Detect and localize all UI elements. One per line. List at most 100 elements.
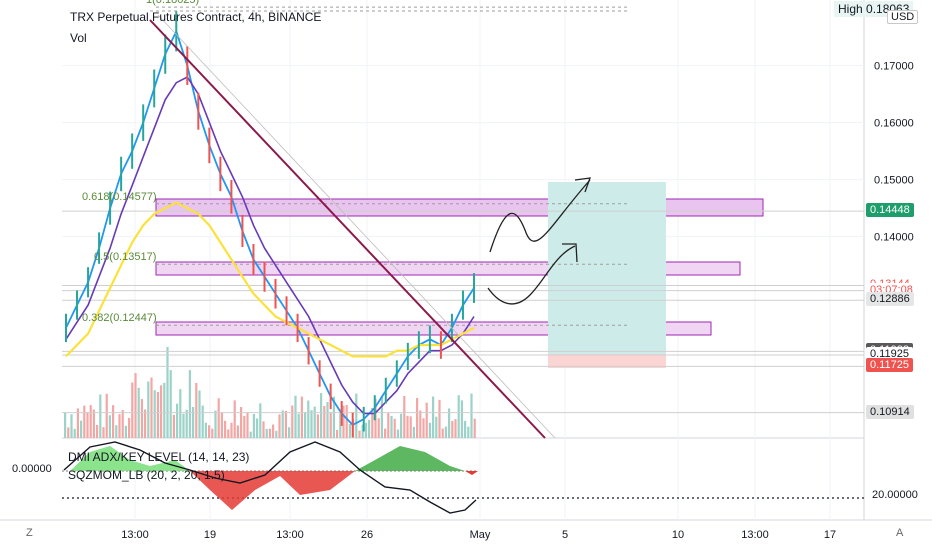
auto-scale-button[interactable]: A [896, 527, 904, 539]
volume-bar [227, 429, 230, 438]
volume-bar [473, 418, 476, 438]
indicator-line [65, 75, 475, 415]
volume-bar [163, 382, 166, 438]
trendline [149, 19, 546, 439]
volume-bar [80, 420, 83, 438]
price-tag: 0.11925 [866, 347, 913, 362]
volume-bar [342, 405, 345, 438]
indicator-pane [62, 441, 864, 514]
fib-label: 1(0.18025) [146, 0, 200, 7]
volume-bar [195, 382, 198, 438]
volume-bar [329, 411, 332, 438]
volume-bar [179, 389, 182, 438]
volume-bar [147, 381, 150, 438]
volume-bar [384, 428, 387, 438]
volume-bar [320, 393, 323, 438]
x-tick-label: 5 [562, 529, 568, 541]
volume-bar [444, 426, 447, 438]
volume-bar [457, 395, 460, 438]
volume-bar [288, 427, 291, 438]
volume-bar [115, 425, 118, 438]
volume-bar [416, 397, 419, 438]
indicator-line [65, 201, 475, 358]
volume-bar [460, 400, 463, 438]
y-tick-label: 0.16000 [874, 118, 914, 130]
time-axis: 13:00 19 13:00 26 May 5 10 13:00 17 [121, 529, 836, 541]
y-tick-label: 0.17000 [874, 61, 914, 73]
volume-bar [332, 396, 335, 438]
arrowhead [574, 177, 591, 193]
volume-bar [368, 419, 371, 438]
projection-arrow-upper [489, 179, 591, 253]
x-tick-label: 19 [204, 529, 216, 541]
dmi-indicator-label[interactable]: DMI ADX/KEY LEVEL (14, 14, 23) [68, 450, 250, 464]
volume-bar [166, 346, 169, 438]
volume-bar [432, 396, 435, 438]
volume-bar [326, 401, 329, 438]
price-tag: 0.14448 [866, 203, 914, 218]
volume-bar [345, 404, 348, 438]
volume-bar [422, 418, 425, 438]
volume-bar [294, 395, 297, 438]
volume-bar [438, 399, 441, 438]
volume-bar [198, 390, 201, 438]
indicator-left-value: 0.00000 [12, 463, 52, 475]
volume-bar [86, 412, 89, 438]
arrowhead [562, 243, 578, 263]
volume-bar [230, 422, 233, 438]
adx-line [63, 441, 477, 514]
volume-bar [435, 416, 438, 438]
volume-bar [204, 422, 207, 438]
volume-bar [361, 424, 364, 438]
zoom-button[interactable]: Z [26, 527, 33, 539]
chart-title: TRX Perpetual Futures Contract, 4h, BINA… [70, 10, 322, 24]
volume-bar [265, 428, 268, 438]
volume-bar [70, 414, 73, 438]
price-tag: 0.10914 [866, 404, 914, 419]
volume-bar [256, 418, 259, 438]
volume-bar [83, 405, 86, 438]
volume-bar [419, 410, 422, 438]
volume-bar [102, 427, 105, 438]
volume-bar [246, 412, 249, 438]
volume-bar [249, 431, 252, 438]
volume-bar [291, 405, 294, 438]
indicator-line [65, 28, 475, 427]
volume-bar [134, 373, 137, 438]
volume-bar [400, 413, 403, 438]
x-tick-label: 13:00 [741, 529, 769, 541]
volume-bar [313, 406, 316, 438]
volume-bar [76, 408, 79, 438]
volume-bar [121, 410, 124, 438]
volume-bar [112, 405, 115, 438]
volume-bar [393, 418, 396, 438]
volume-bar [336, 429, 339, 438]
volume-bar [124, 425, 127, 438]
fib-label: 0.618(0.14577) [82, 190, 157, 203]
target-zone [548, 182, 666, 354]
volume-bar [425, 402, 428, 438]
volume-bar [192, 406, 195, 438]
volume-bar [451, 420, 454, 438]
currency-button[interactable]: USD [887, 10, 919, 24]
volume-bar [201, 405, 204, 438]
volume-bar [310, 410, 313, 438]
volume-bar [403, 395, 406, 438]
volume-bar [240, 407, 243, 438]
price-lines [65, 11, 475, 438]
volume-bar [441, 428, 444, 438]
volume-bar [316, 414, 319, 438]
volume-bar [454, 419, 457, 438]
price-tag: 0.12886 [866, 292, 914, 307]
volume-bar [131, 382, 134, 438]
volume-label: Vol [70, 31, 87, 45]
volume-bar [153, 390, 156, 438]
volume-bar [409, 416, 412, 438]
volume-bar [470, 393, 473, 438]
volume-bar [243, 415, 246, 438]
sqzmom-indicator-label[interactable]: SQZMOM_LB (20, 2, 20, 1.5) [68, 468, 225, 482]
volume-bar [172, 414, 175, 438]
volume-bar [377, 418, 380, 438]
volume-bar [96, 424, 99, 438]
